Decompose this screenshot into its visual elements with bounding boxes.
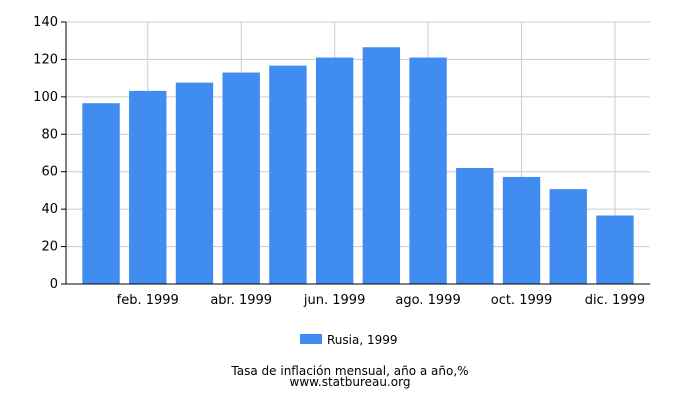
- bar: [502, 176, 541, 284]
- bar: [409, 57, 447, 284]
- x-tick-label: oct. 1999: [491, 293, 553, 308]
- y-tick-label: 140: [33, 15, 58, 30]
- y-tick-label: 40: [41, 202, 58, 217]
- legend: Rusia, 1999: [300, 333, 398, 347]
- legend-swatch: [300, 334, 322, 344]
- x-tick-label: ago. 1999: [395, 293, 460, 308]
- legend-label: Rusia, 1999: [327, 333, 398, 347]
- x-tick-label: abr. 1999: [210, 293, 272, 308]
- chart-source: www.statbureau.org: [290, 375, 411, 389]
- bar: [129, 90, 167, 285]
- y-tick-label: 60: [41, 165, 58, 180]
- y-tick-label: 100: [33, 90, 58, 105]
- bar: [222, 72, 260, 285]
- axis-layer: 0 20 40 60 80 100 120 140 feb. 1999 abr. 1999 jun.…: [33, 15, 650, 308]
- y-tick-label: 20: [41, 240, 58, 255]
- bar: [362, 47, 401, 285]
- bar: [82, 103, 120, 284]
- bar-layer: [82, 47, 634, 285]
- y-tick-label: 0: [50, 277, 58, 292]
- x-tick-label: feb. 1999: [117, 293, 179, 308]
- bar: [596, 215, 634, 284]
- x-tick-label: jun. 1999: [303, 293, 365, 308]
- x-tick-label: dic. 1999: [585, 293, 645, 308]
- y-tick-label: 120: [33, 52, 58, 67]
- y-tick-label: 80: [41, 127, 58, 142]
- bar: [175, 82, 214, 285]
- bar: [269, 65, 307, 285]
- chart-title: Tasa de inflación mensual, año a año,%: [230, 364, 468, 378]
- bar: [549, 189, 587, 284]
- bar: [315, 57, 354, 284]
- bar: [456, 167, 494, 284]
